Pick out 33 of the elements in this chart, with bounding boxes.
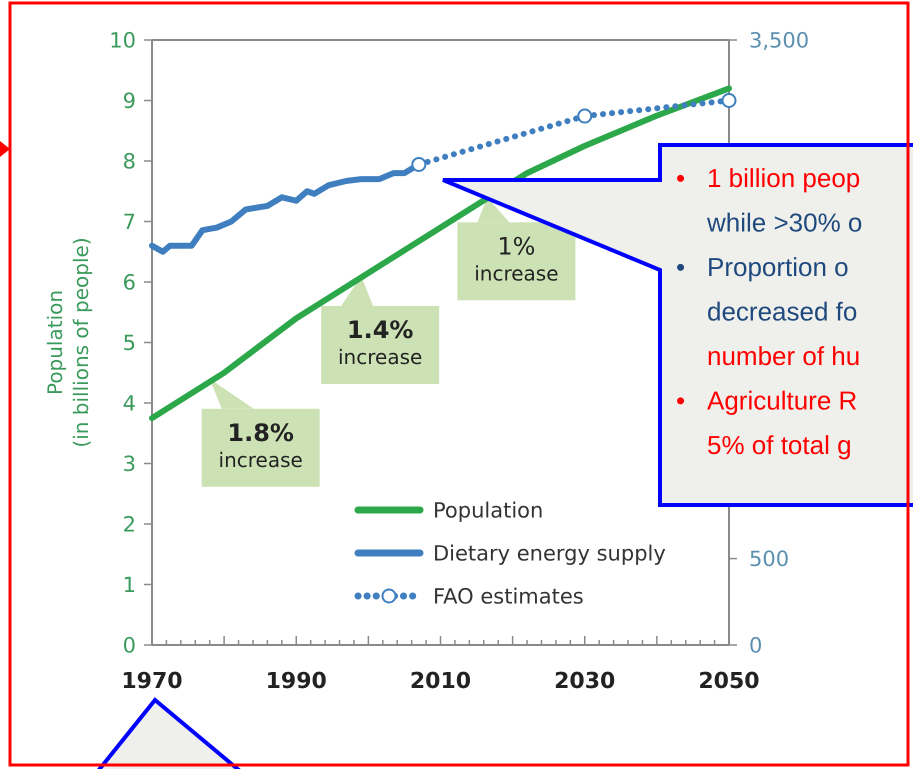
y2-tick-label: 3,500	[749, 28, 810, 52]
x-tick-label: 2010	[410, 669, 472, 694]
annotation: • Agriculture R	[676, 386, 858, 416]
y-tick-label: 3	[122, 452, 136, 476]
y-tick-label: 10	[109, 28, 136, 52]
annotation: while >30% o	[706, 208, 862, 238]
y-tick-label: 1	[122, 572, 136, 597]
annotation: 1.8% increase	[218, 418, 303, 472]
y-axis-title: Population (in billions of people)	[43, 237, 93, 448]
annotation: 1% increase	[474, 232, 559, 286]
y2-tick-label: 0	[749, 633, 762, 658]
x-tick-label: 1970	[121, 669, 183, 694]
x-tick-label: 1990	[266, 669, 327, 694]
annotation: • Proportion o	[676, 252, 849, 282]
legend-label: Population	[433, 498, 544, 522]
y2-tick-label: 500	[749, 546, 790, 571]
y-tick-label: 6	[122, 270, 136, 294]
annotation: decreased fo	[707, 296, 858, 327]
annotation: 1.4% increase	[338, 316, 422, 369]
y-tick-label: 4	[122, 391, 136, 416]
y-tick-label: 5	[122, 330, 136, 355]
y-tick-label: 7	[122, 210, 136, 234]
y-tick-label: 8	[122, 149, 136, 174]
y-tick-label: 0	[122, 633, 136, 658]
legend-label: Dietary energy supply	[433, 541, 666, 566]
y-tick-label: 9	[122, 88, 136, 113]
y-tick-label: 2	[122, 512, 136, 536]
annotation: • 1 billion peop	[676, 163, 860, 194]
x-tick-label: 2050	[698, 669, 760, 694]
annotation: number of hu	[707, 341, 860, 372]
legend-label: FAO estimates	[433, 584, 584, 608]
annotation: 5% of total g	[707, 430, 852, 460]
x-tick-label: 2030	[554, 669, 616, 694]
